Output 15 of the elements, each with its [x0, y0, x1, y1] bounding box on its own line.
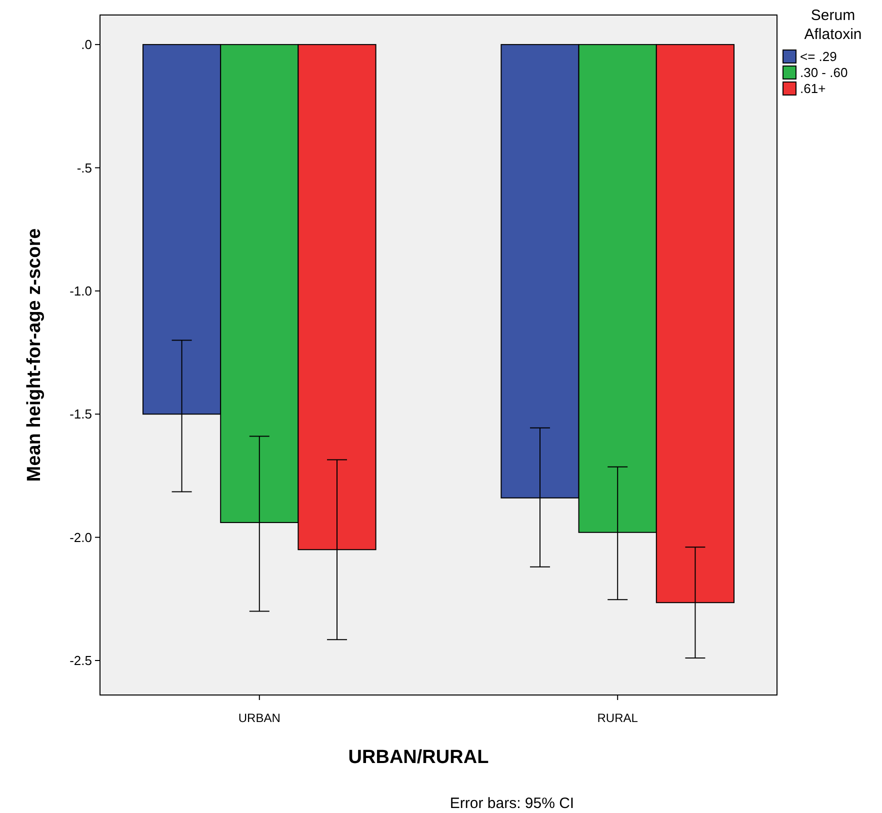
y-tick-label: .0	[81, 37, 92, 52]
y-axis-title: Mean height-for-age z-score	[24, 228, 45, 482]
x-tick-label: URBAN	[238, 711, 280, 725]
legend-label: <= .29	[800, 49, 837, 64]
x-axis-title: URBAN/RURAL	[348, 747, 490, 768]
y-tick-label: -1.5	[70, 406, 92, 422]
x-tick-label: RURAL	[597, 711, 638, 725]
y-tick-label: -2.5	[70, 653, 92, 668]
y-tick-label: -1.0	[70, 283, 92, 298]
y-tick-label: -2.0	[70, 530, 92, 545]
text: Error bars: 95% CI	[450, 795, 574, 812]
legend-label: .30 - .60	[800, 65, 848, 80]
legend-label: .61+	[800, 81, 826, 96]
y-tick-label: -.5	[76, 160, 92, 176]
legend-title: Serum Aflatoxin	[804, 7, 862, 43]
